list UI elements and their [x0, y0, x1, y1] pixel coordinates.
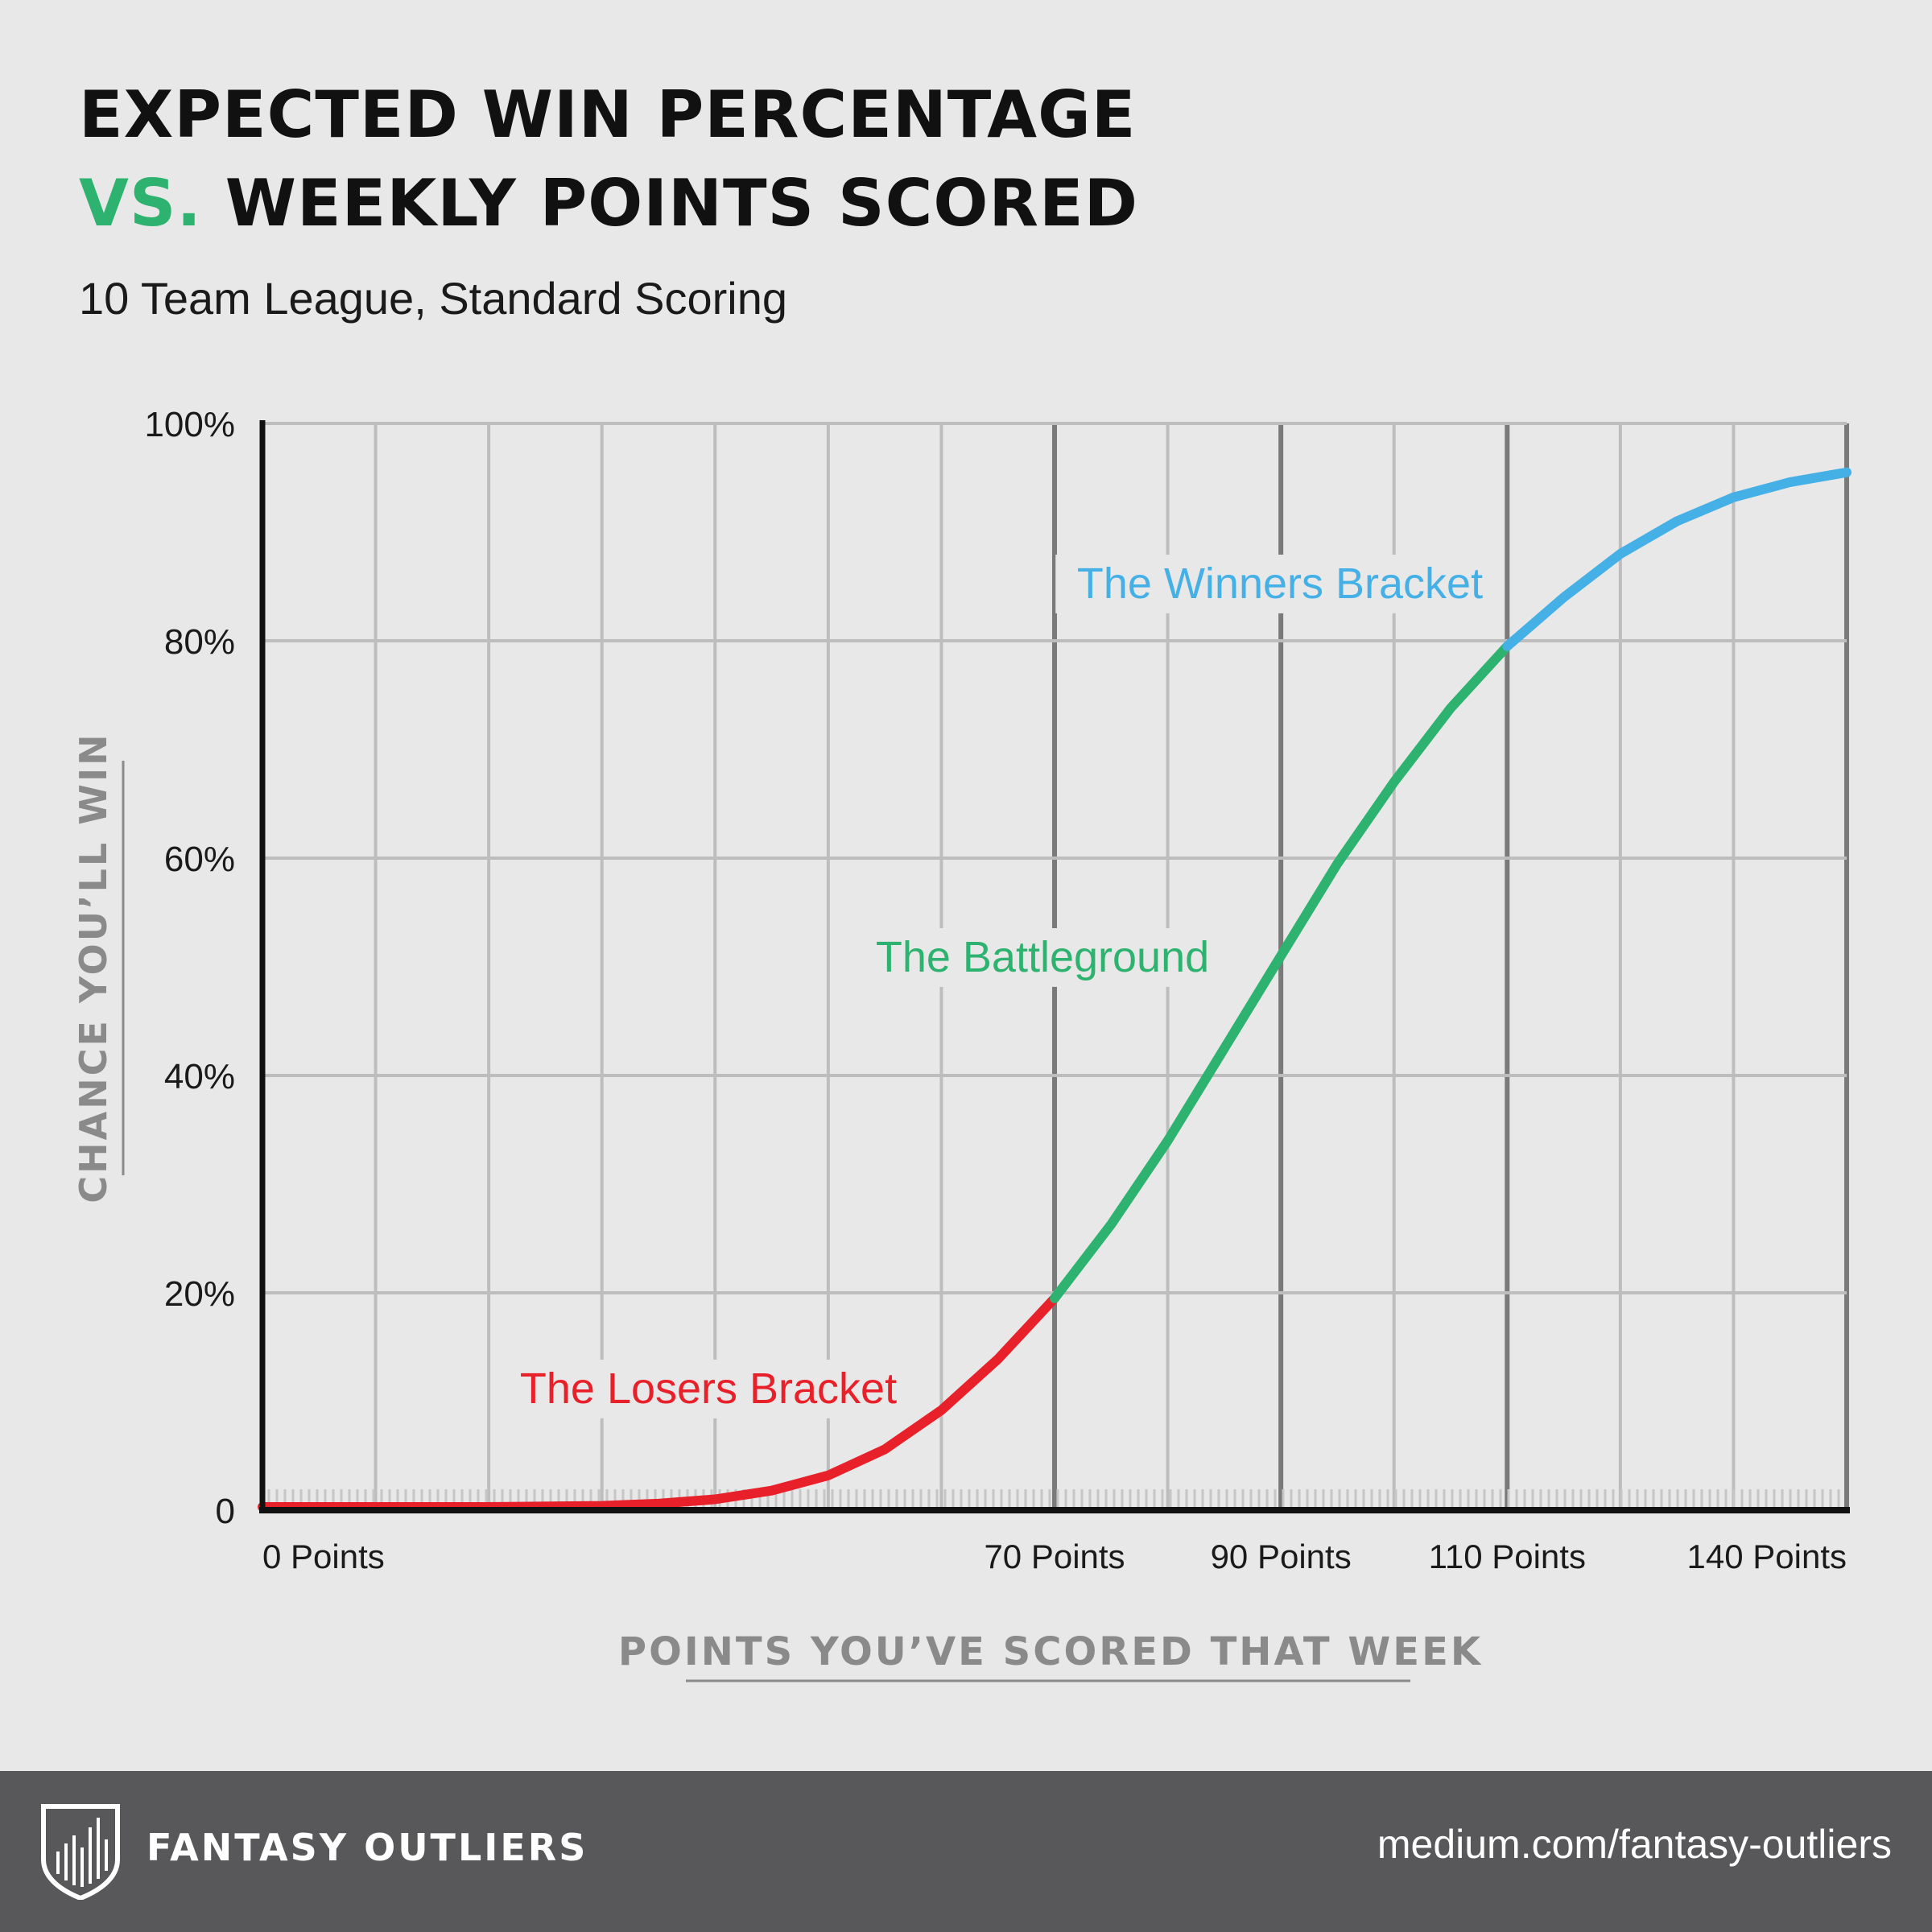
y-tick-label: 0 [216, 1492, 235, 1531]
x-tick-labels: 0 Points 70 Points 90 Points 110 Points 140 … [262, 1538, 1847, 1575]
axis-labels: POINTS YOU’VE SCORED THAT WEEK CHANCE YOU… [72, 732, 1483, 1682]
title-rest: WEEKLY POINTS SCORED [225, 166, 1138, 241]
footer-url[interactable]: medium.com/fantasy-outliers [1377, 1822, 1892, 1867]
y-tick-labels: 0 20% 40% 60% 80% 100% [144, 405, 235, 1531]
chart: The Losers Bracket The Battleground The Wi… [72, 405, 1852, 1682]
x-tick-label: 0 Points [262, 1538, 385, 1575]
x-tick-label: 70 Points [984, 1538, 1125, 1575]
y-tick-label: 60% [164, 840, 235, 879]
y-tick-label: 80% [164, 622, 235, 662]
axes [259, 420, 1850, 1513]
series-line [1050, 641, 1513, 1303]
chart-title-line1: EXPECTED WIN PERCENTAGE [79, 77, 1137, 152]
x-tick-label: 110 Points [1429, 1538, 1586, 1575]
footer: FANTASY OUTLIERS medium.com/fantasy-outl… [0, 1771, 1932, 1932]
series-annotation: The Losers Bracket [520, 1364, 897, 1413]
annotation-bg [1055, 555, 1505, 613]
y-tick-label: 40% [164, 1057, 235, 1096]
series-line [1502, 467, 1852, 651]
annotations: The Losers Bracket The Battleground The Wi… [520, 559, 1483, 1413]
baseline-hatch [267, 1489, 1840, 1510]
x-tick-label: 90 Points [1211, 1538, 1352, 1575]
chart-subtitle: 10 Team League, Standard Scoring [79, 273, 788, 324]
y-tick-label: 100% [144, 405, 235, 444]
x-tick-label: 140 Points [1687, 1538, 1847, 1575]
y-axis-label: CHANCE YOU’LL WIN [72, 732, 115, 1203]
series-annotation: The Winners Bracket [1077, 559, 1483, 608]
annotation-bg [495, 1360, 922, 1418]
shield-logo-icon [41, 1804, 120, 1900]
annotation-backgrounds [495, 555, 1505, 1418]
title-vs: VS. [79, 166, 202, 241]
y-tick-label: 20% [164, 1274, 235, 1314]
x-axis-label: POINTS YOU’VE SCORED THAT WEEK [618, 1629, 1483, 1674]
series-annotation: The Battleground [876, 933, 1209, 981]
annotation-bg [852, 928, 1233, 987]
chart-title-line2: VS. WEEKLY POINTS SCORED [79, 166, 1138, 241]
footer-brand: FANTASY OUTLIERS [147, 1826, 588, 1869]
